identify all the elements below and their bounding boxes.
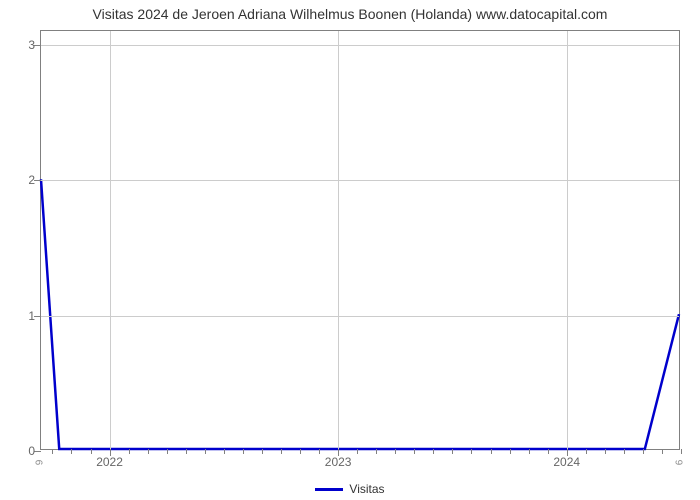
chart-title: Visitas 2024 de Jeroen Adriana Wilhelmus… xyxy=(0,6,700,22)
x-minor-tick xyxy=(452,449,453,454)
x-corner-left-label: 9 xyxy=(34,460,45,466)
x-minor-tick xyxy=(262,449,263,454)
x-minor-tick xyxy=(471,449,472,454)
line-series xyxy=(41,31,679,449)
x-minor-tick xyxy=(376,449,377,454)
y-tick-label: 3 xyxy=(28,38,35,52)
x-minor-tick xyxy=(186,449,187,454)
legend-label: Visitas xyxy=(349,482,384,496)
gridline-h xyxy=(41,45,679,46)
x-minor-tick xyxy=(510,449,511,454)
x-minor-tick xyxy=(205,449,206,454)
x-minor-tick xyxy=(395,449,396,454)
x-minor-tick xyxy=(148,449,149,454)
x-minor-tick xyxy=(281,449,282,454)
x-minor-tick xyxy=(643,449,644,454)
x-minor-tick xyxy=(605,449,606,454)
x-minor-tick xyxy=(167,449,168,454)
x-minor-tick xyxy=(624,449,625,454)
x-minor-tick xyxy=(224,449,225,454)
x-minor-tick xyxy=(586,449,587,454)
x-minor-tick xyxy=(71,449,72,454)
gridline-v xyxy=(110,31,111,449)
y-tick-label: 0 xyxy=(28,444,35,458)
x-minor-tick xyxy=(243,449,244,454)
x-minor-tick xyxy=(529,449,530,454)
x-minor-tick xyxy=(433,449,434,454)
x-minor-tick xyxy=(300,449,301,454)
legend-swatch xyxy=(315,488,343,491)
y-tick-label: 2 xyxy=(28,173,35,187)
legend: Visitas xyxy=(0,482,700,496)
gridline-v xyxy=(567,31,568,449)
plot-area: 012320222023202496 xyxy=(40,30,680,450)
gridline-h xyxy=(41,180,679,181)
y-tick-label: 1 xyxy=(28,309,35,323)
x-minor-tick xyxy=(319,449,320,454)
x-minor-tick xyxy=(91,449,92,454)
gridline-v xyxy=(338,31,339,449)
x-tick-label: 2024 xyxy=(553,455,580,469)
gridline-h xyxy=(41,316,679,317)
x-minor-tick xyxy=(491,449,492,454)
x-minor-tick xyxy=(662,449,663,454)
x-minor-tick xyxy=(129,449,130,454)
x-minor-tick xyxy=(681,449,682,454)
x-minor-tick xyxy=(357,449,358,454)
x-tick-label: 2023 xyxy=(325,455,352,469)
x-minor-tick xyxy=(414,449,415,454)
chart-container: Visitas 2024 de Jeroen Adriana Wilhelmus… xyxy=(0,0,700,500)
x-corner-right-label: 6 xyxy=(674,460,685,466)
x-minor-tick xyxy=(548,449,549,454)
x-minor-tick xyxy=(52,449,53,454)
x-tick-label: 2022 xyxy=(96,455,123,469)
